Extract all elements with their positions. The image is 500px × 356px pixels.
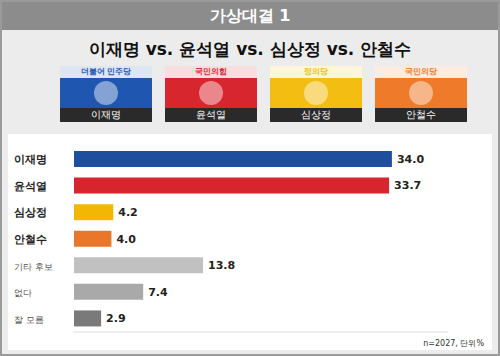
html-text:심상정: 심상정 [301,109,331,120]
html-text:윤석열: 윤석열 [196,109,226,120]
svg-text:기타 후보: 기타 후보 [14,262,53,272]
svg-text:안철수: 안철수 [14,233,47,246]
html-text:이재명 vs. 윤석열 vs. 심상정 vs. 안철수: 이재명 vs. 윤석열 vs. 심상정 vs. 안철수 [88,39,412,59]
html-text:안철수: 안철수 [406,109,436,120]
html-text:가상대결 1: 가상대결 1 [209,6,291,25]
html-text:국민의힘: 국민의힘 [195,67,227,76]
svg-text:2.9: 2.9 [106,312,126,325]
svg-text:33.7: 33.7 [394,179,421,192]
svg-text:잘 모름: 잘 모름 [14,315,44,325]
svg-text:심상정: 심상정 [14,206,47,219]
svg-text:13.8: 13.8 [208,259,235,272]
html-text:국민의당: 국민의당 [405,67,437,76]
svg-text:4.2: 4.2 [118,206,137,219]
svg-text:윤석열: 윤석열 [14,180,47,193]
html-text:이재명: 이재명 [91,109,121,120]
html-text:n=2027, 단위%: n=2027, 단위% [423,339,484,348]
html-text:정의당: 정의당 [304,67,328,76]
html-text:더불어 민주당: 더불어 민주당 [80,67,132,76]
svg-text:7.4: 7.4 [148,286,168,299]
svg-text:34.0: 34.0 [397,153,424,166]
svg-text:없다: 없다 [14,288,32,298]
svg-text:4.0: 4.0 [116,233,136,246]
svg-text:이재명: 이재명 [14,153,47,166]
